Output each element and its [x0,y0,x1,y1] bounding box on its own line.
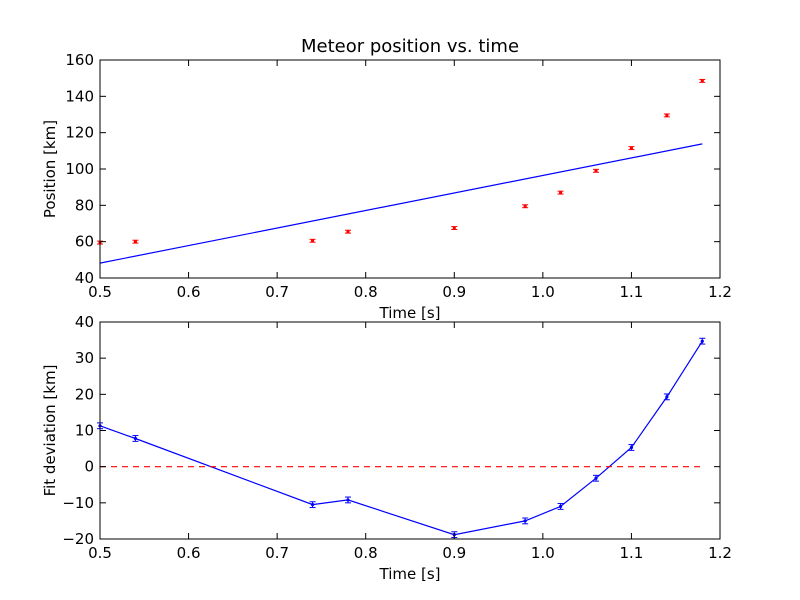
position-plot-ytick-label: 60 [75,233,94,251]
deviation-plot-xtick-label: 0.7 [265,544,289,562]
position-plot-data-point [132,239,139,244]
deviation-plot-xtick-label: 0.9 [442,544,466,562]
position-plot-xtick-label: 1.1 [619,283,643,301]
position-plot-ticks: 0.5 0.6 0.7 0.8 0.9 1.0 1.1 1.2 40 60 80 100 120 140 1… [65,51,732,301]
deviation-plot-data-point [628,444,635,451]
deviation-plot-data-point [557,503,564,510]
deviation-plot-point-marker [133,436,138,441]
deviation-plot-point-marker [700,339,704,343]
deviation-plot-xlabel: Time [s] [379,565,441,583]
deviation-plot-data-point [699,337,706,345]
deviation-plot-xtick-label: 1.2 [708,544,732,562]
deviation-plot-ytick-label: −10 [62,494,94,512]
deviation-plot: 0.5 0.6 0.7 0.8 0.9 1.0 1.1 1.2−20−10010203040 … [41,313,732,583]
deviation-plot-data-point [663,393,670,401]
position-plot-ytick-label: 100 [65,160,94,178]
position-plot-xtick-label: 0.6 [177,283,201,301]
position-plot-series-1-line [99,143,703,264]
deviation-plot-xtick-label: 0.5 [88,544,112,562]
deviation-plot-ytick-label: 20 [75,385,94,403]
position-plot-xtick-label: 0.8 [354,283,378,301]
position-plot-xlabel: Time [s] [379,304,441,322]
deviation-plot-data-point [593,474,599,482]
position-plot-point-marker [523,204,527,208]
position-plot-data-point [522,204,529,209]
position-plot-ytick-label: 120 [65,124,94,142]
position-plot-data-point [593,168,599,173]
deviation-plot-xtick-label: 1.1 [619,544,643,562]
deviation-plot-ticks: 0.5 0.6 0.7 0.8 0.9 1.0 1.1 1.2 −20 −10 0 10 20 30 40 [62,313,732,562]
deviation-plot-point-marker [629,445,634,450]
position-plot-data-point [557,190,564,195]
deviation-plot-data-point [345,496,351,504]
position-plot-point-marker [629,146,634,150]
position-plot-ytick-label: 40 [75,269,94,287]
deviation-plot-ytick-label: −20 [62,530,94,548]
position-plot-data-point [345,229,351,234]
position-plot-xtick-label: 0.5 [88,283,112,301]
deviation-plot-data-point [522,517,529,525]
deviation-plot-ytick-label: 30 [75,349,94,367]
position-plot-ytick-label: 80 [75,196,94,214]
deviation-plot-data-point [132,435,139,442]
deviation-plot-ytick-label: 40 [75,313,94,331]
position-plot-title: Meteor position vs. time [301,36,519,57]
deviation-plot-point-marker [523,519,527,523]
position-plot-xtick-label: 0.9 [442,283,466,301]
position-plot-xtick-label: 0.7 [265,283,289,301]
position-plot-point-marker [310,239,315,243]
position-plot-xtick-label: 1.2 [708,283,732,301]
deviation-plot-point-marker [558,504,563,509]
position-plot-series [97,78,706,264]
deviation-plot-point-marker [594,476,598,480]
position-plot-point-marker [594,169,598,173]
position-plot-data-point [451,226,458,230]
deviation-plot-ytick-label: 0 [84,458,94,476]
position-plot-xtick-label: 1.0 [531,283,555,301]
position-plot-ytick-label: 160 [65,51,94,69]
deviation-plot-data-point [309,501,316,509]
position-plot-point-marker [346,230,350,234]
position-plot: Meteor position vs. time 0.5 0.6 0.7 0.8 0.9… [41,36,732,322]
position-plot-ylabel: Position [km] [41,120,59,218]
deviation-plot-xtick-label: 0.6 [177,544,201,562]
position-plot-point-marker [665,113,669,118]
deviation-plot-point-marker [665,395,669,399]
deviation-plot-xtick-label: 1.0 [531,544,555,562]
position-plot-point-marker [558,191,563,195]
deviation-plot-xtick-label: 0.8 [354,544,378,562]
deviation-plot-ytick-label: 10 [75,422,94,440]
deviation-plot-point-marker [310,503,315,507]
position-plot-data-point [663,113,670,118]
deviation-plot-series [97,337,706,539]
position-plot-ytick-label: 140 [65,87,94,105]
position-plot-data-point [309,238,316,243]
position-plot-point-marker [133,240,138,244]
deviation-plot-ylabel: Fit deviation [km] [41,365,59,497]
position-plot-data-point [699,78,706,83]
position-plot-point-marker [452,226,456,230]
position-plot-data-point [628,146,635,151]
position-plot-point-marker [700,79,704,83]
deviation-plot-point-marker [346,498,350,502]
